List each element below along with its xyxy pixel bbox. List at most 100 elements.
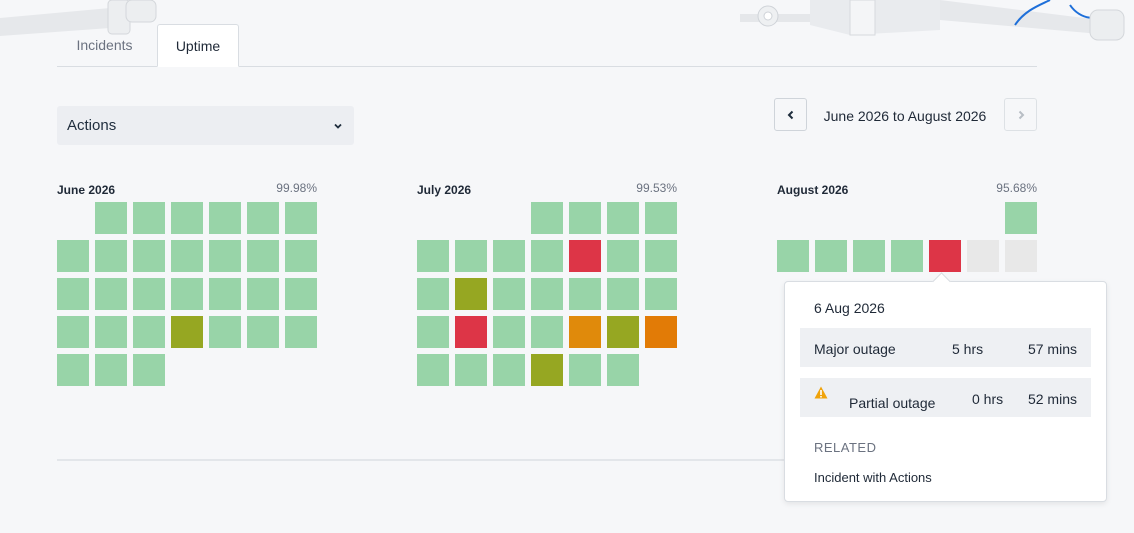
day-cell-major[interactable] xyxy=(455,316,487,348)
day-cell-operational[interactable] xyxy=(493,278,525,310)
month-uptime-june: 99.98% xyxy=(276,181,317,195)
month-uptime-july: 99.53% xyxy=(636,181,677,195)
outage-hours: 0 hrs xyxy=(972,391,1004,407)
day-cell-operational[interactable] xyxy=(531,202,563,234)
day-cell-operational[interactable] xyxy=(607,240,639,272)
day-cell-operational[interactable] xyxy=(853,240,885,272)
related-incident-link[interactable]: Incident with Actions xyxy=(814,470,932,485)
day-cell-operational[interactable] xyxy=(209,278,241,310)
day-cell-operational[interactable] xyxy=(209,316,241,348)
day-cell-operational[interactable] xyxy=(645,240,677,272)
day-cell-operational[interactable] xyxy=(171,278,203,310)
day-cell-operational[interactable] xyxy=(417,316,449,348)
previous-range-button[interactable] xyxy=(774,98,807,131)
day-cell-degraded[interactable] xyxy=(607,316,639,348)
day-cell-operational[interactable] xyxy=(815,240,847,272)
actions-dropdown-label: Actions xyxy=(67,117,117,134)
outage-hours: 5 hrs xyxy=(952,341,984,357)
day-cell-degraded[interactable] xyxy=(171,316,203,348)
day-cell-operational[interactable] xyxy=(285,278,317,310)
day-cell-partial[interactable] xyxy=(569,316,601,348)
day-cell-major[interactable] xyxy=(929,240,961,272)
day-cell-degraded[interactable] xyxy=(531,354,563,386)
day-cell-operational[interactable] xyxy=(133,316,165,348)
day-cell-operational[interactable] xyxy=(95,316,127,348)
day-cell-operational[interactable] xyxy=(57,278,89,310)
day-cell-operational[interactable] xyxy=(95,354,127,386)
day-cell-operational[interactable] xyxy=(417,278,449,310)
month-uptime-august: 95.68% xyxy=(996,181,1037,195)
day-cell-operational[interactable] xyxy=(777,240,809,272)
day-cell-operational[interactable] xyxy=(891,240,923,272)
day-cell-operational[interactable] xyxy=(569,202,601,234)
section-divider xyxy=(57,459,787,461)
warning-icon xyxy=(814,386,828,399)
day-cell-operational[interactable] xyxy=(531,316,563,348)
day-cell-operational[interactable] xyxy=(645,202,677,234)
outage-row-partial: Partial outage 0 hrs 52 mins xyxy=(800,378,1091,417)
day-cell-operational[interactable] xyxy=(417,354,449,386)
day-cell-operational[interactable] xyxy=(531,278,563,310)
day-cell-future[interactable] xyxy=(967,240,999,272)
day-cell-operational[interactable] xyxy=(133,202,165,234)
day-cell-operational[interactable] xyxy=(95,278,127,310)
day-cell-operational[interactable] xyxy=(133,240,165,272)
day-cell-operational[interactable] xyxy=(1005,202,1037,234)
day-cell-operational[interactable] xyxy=(531,240,563,272)
date-range-label: June 2026 to August 2026 xyxy=(823,108,987,124)
day-cell-operational[interactable] xyxy=(569,278,601,310)
tab-bar: Incidents Uptime xyxy=(57,24,1037,67)
outage-mins: 52 mins xyxy=(1027,391,1077,407)
day-cell-operational[interactable] xyxy=(57,354,89,386)
month-title-june: June 2026 xyxy=(57,183,116,197)
chevron-left-icon xyxy=(787,110,793,119)
chevron-right-icon xyxy=(1018,110,1024,119)
day-cell-operational[interactable] xyxy=(285,240,317,272)
day-cell-operational[interactable] xyxy=(247,316,279,348)
day-cell-partial_dark[interactable] xyxy=(645,316,677,348)
day-cell-operational[interactable] xyxy=(133,278,165,310)
day-cell-future[interactable] xyxy=(1005,240,1037,272)
day-cell-operational[interactable] xyxy=(133,354,165,386)
day-cell-operational[interactable] xyxy=(247,278,279,310)
day-cell-degraded[interactable] xyxy=(455,278,487,310)
tab-incidents[interactable]: Incidents xyxy=(76,37,133,53)
day-cell-operational[interactable] xyxy=(57,316,89,348)
day-detail-popover: 6 Aug 2026 Major outage 5 hrs 57 mins Pa… xyxy=(784,272,1107,502)
day-cell-operational[interactable] xyxy=(455,354,487,386)
day-cell-operational[interactable] xyxy=(95,202,127,234)
popover-date: 6 Aug 2026 xyxy=(814,300,885,316)
chevron-down-icon xyxy=(334,123,342,129)
day-cell-operational[interactable] xyxy=(493,240,525,272)
day-cell-operational[interactable] xyxy=(171,240,203,272)
actions-dropdown[interactable]: Actions xyxy=(57,106,354,145)
day-cell-operational[interactable] xyxy=(95,240,127,272)
outage-label: Major outage xyxy=(814,341,896,357)
month-title-july: July 2026 xyxy=(417,183,472,197)
day-cell-operational[interactable] xyxy=(493,354,525,386)
outage-label: Partial outage xyxy=(849,395,936,411)
day-cell-operational[interactable] xyxy=(607,202,639,234)
day-cell-operational[interactable] xyxy=(209,240,241,272)
day-cell-major[interactable] xyxy=(569,240,601,272)
day-cell-operational[interactable] xyxy=(285,316,317,348)
day-cell-operational[interactable] xyxy=(569,354,601,386)
day-cell-operational[interactable] xyxy=(285,202,317,234)
month-title-august: August 2026 xyxy=(777,183,849,197)
day-cell-operational[interactable] xyxy=(455,240,487,272)
outage-mins: 57 mins xyxy=(1027,341,1077,357)
day-cell-operational[interactable] xyxy=(645,278,677,310)
day-cell-operational[interactable] xyxy=(417,240,449,272)
tab-uptime[interactable]: Uptime xyxy=(157,24,239,67)
day-cell-operational[interactable] xyxy=(57,240,89,272)
outage-row-major: Major outage 5 hrs 57 mins xyxy=(800,328,1091,367)
next-range-button[interactable] xyxy=(1004,98,1037,131)
day-cell-operational[interactable] xyxy=(607,278,639,310)
day-cell-operational[interactable] xyxy=(171,202,203,234)
popover-arrow xyxy=(932,272,951,291)
day-cell-operational[interactable] xyxy=(209,202,241,234)
day-cell-operational[interactable] xyxy=(247,202,279,234)
day-cell-operational[interactable] xyxy=(247,240,279,272)
day-cell-operational[interactable] xyxy=(493,316,525,348)
day-cell-operational[interactable] xyxy=(607,354,639,386)
